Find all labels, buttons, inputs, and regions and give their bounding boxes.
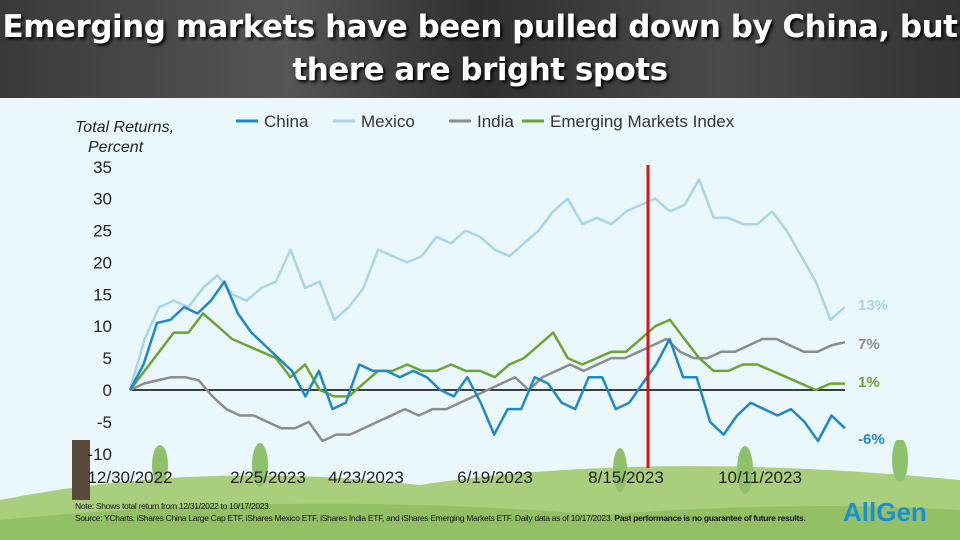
disclaimer-text: Past performance is no guarantee of futu… [614,513,806,523]
series-line-india [129,337,846,443]
allgen-logo: AllGen [843,497,927,527]
series-line-china [128,280,846,443]
end-label: 1% [858,374,880,391]
x-tick-label: 2/25/2023 [230,468,306,487]
y-tick-label: 0 [103,381,112,400]
y-axis-label: Total Returns, [75,119,174,136]
series-line-mexico [128,178,846,391]
x-tick-label: 12/30/2022 [87,468,172,487]
note-text: Note: Shows total return from 12/31/2022… [75,501,271,511]
x-tick-label: 8/15/2023 [588,468,664,487]
legend-label: Mexico [361,112,415,131]
y-tick-label: 5 [103,349,112,368]
source-text: Source: YCharts. iShares China Large Cap… [75,513,613,523]
x-tick-label: 6/19/2023 [457,468,533,487]
legend-label: Emerging Markets Index [550,112,735,131]
end-label: -6% [858,431,885,448]
x-tick-label: 4/23/2023 [328,468,404,487]
hills-decoration [0,440,960,540]
y-tick-label: 10 [93,317,112,336]
header-photo-banner [0,0,960,98]
y-tick-label: 25 [93,222,112,241]
y-tick-label: 30 [93,190,112,209]
legend-label: China [264,112,309,131]
y-axis-label-2: Percent [88,139,144,156]
y-tick-label: 20 [93,253,112,272]
x-tick-label: 10/11/2023 [718,468,802,487]
series-line-emerging-markets-index [129,312,845,398]
y-tick-label: 15 [93,285,112,304]
y-tick-label: 35 [93,158,112,177]
end-label: 7% [858,336,880,353]
y-tick-label: -10 [87,445,112,464]
footnote: Note: Shows total return from 12/31/2022… [75,500,806,524]
end-label: 13% [858,297,888,314]
page-title: Emerging markets have been pulled down b… [2,9,958,88]
legend-label: India [477,112,514,131]
y-tick-label: -5 [97,413,112,432]
hiker-figure [72,440,90,500]
